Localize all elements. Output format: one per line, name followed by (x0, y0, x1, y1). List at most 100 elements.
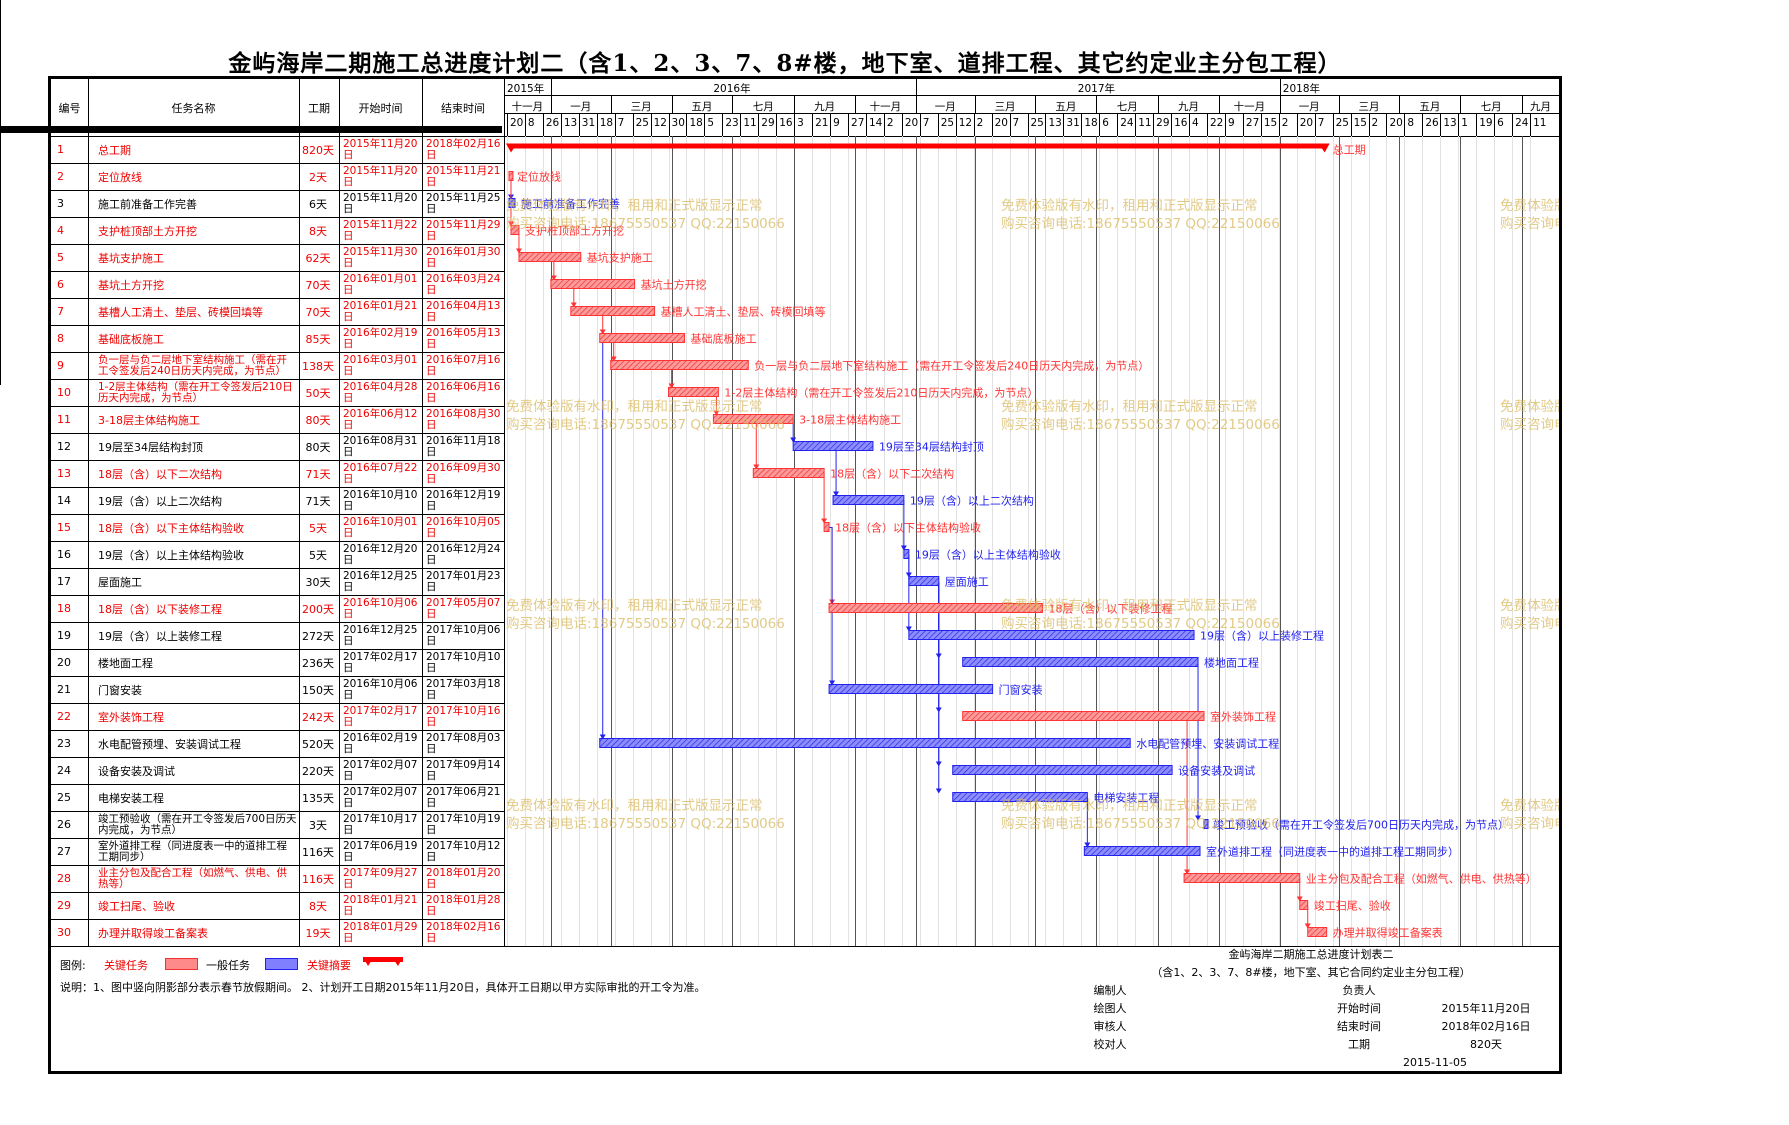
task-id: 26 (57, 818, 71, 831)
day-label: 3 (797, 117, 804, 129)
task-start: 2016年10月06日 (343, 596, 418, 620)
task-id: 29 (57, 899, 71, 912)
task-id: 6 (57, 278, 64, 291)
task-start: 2016年06月12日 (343, 407, 418, 431)
task-name: 屋面施工 (98, 575, 142, 589)
day-label: 23 (725, 117, 739, 129)
watermark-line2: 购买咨询电话:18675550537 QQ:22150066 (506, 417, 785, 433)
day-label: 15 (1263, 117, 1278, 129)
month-label: 三月 (630, 101, 652, 113)
task-id: 12 (57, 440, 71, 453)
day-label: 9 (1227, 117, 1235, 129)
watermark-line1: 免费体验版有水印，租用和正式版显示正常 (1500, 399, 1559, 415)
task-dur: 70天 (305, 305, 331, 319)
year-label: 2015年 (507, 83, 545, 95)
task-id: 23 (57, 737, 71, 750)
legend-summary-swatch (363, 957, 403, 966)
task-dur: 85天 (305, 332, 331, 346)
task-dur: 2天 (309, 170, 327, 184)
watermark: 免费体验版有水印，租用和正式版显示正常购买咨询电话:18675550537 QQ… (1001, 797, 1280, 833)
task-end: 2016年05月13日 (426, 326, 501, 350)
day-label: 24 (1120, 117, 1134, 129)
watermark-line1: 免费体验版有水印，租用和正式版显示正常 (1500, 798, 1559, 814)
day-label: 20 (904, 117, 919, 129)
month-label: 七月 (1480, 101, 1502, 113)
title-block: 金屿海岸二期施工总进度计划表二 （含1、2、3、7、8#楼，地下室、其它合同约定… (0, 0, 1789, 1069)
tb-subtitle: （含1、2、3、7、8#楼，地下室、其它合同约定业主分包工程） (1151, 966, 1471, 979)
watermark: 免费体验版有水印，租用和正式版显示正常购买咨询电话:18675550537 QQ… (506, 597, 785, 633)
task-dur: 62天 (305, 251, 331, 265)
task-dur: 116天 (302, 872, 334, 886)
task-id: 5 (57, 251, 64, 264)
task-dur: 80天 (305, 413, 331, 427)
day-label: 26 (1425, 117, 1439, 129)
task-id: 15 (57, 521, 71, 534)
task-dur: 8天 (309, 899, 327, 913)
task-start: 2016年08月31日 (343, 434, 418, 458)
watermark: 免费体验版有水印，租用和正式版显示正常购买咨询电话:18675550537 QQ… (506, 797, 785, 833)
task-dur: 71天 (305, 467, 331, 481)
task-id: 16 (57, 548, 71, 561)
day-label: 5 (707, 117, 715, 129)
watermark-line1: 免费体验版有水印，租用和正式版显示正常 (1001, 598, 1258, 614)
month-label: 七月 (1116, 101, 1138, 113)
day-label: 27 (851, 117, 865, 129)
watermark-line1: 免费体验版有水印，租用和正式版显示正常 (1500, 598, 1559, 614)
task-name: 18层（含）以下二次结构 (98, 467, 222, 481)
day-label: 16 (779, 117, 793, 129)
day-label: 29 (761, 117, 775, 129)
month-label: 九月 (1530, 101, 1552, 113)
day-label: 8 (527, 117, 535, 129)
day-label: 4 (1192, 117, 1199, 129)
task-name: 19层至34层结构封顶 (98, 440, 203, 454)
day-label: 25 (940, 117, 955, 129)
day-label: 7 (1317, 117, 1325, 129)
task-dur: 50天 (305, 386, 331, 400)
task-name: 竣工扫尾、验收 (98, 899, 175, 913)
watermark: 免费体验版有水印，租用和正式版显示正常购买咨询电话:18675550537 QQ… (506, 197, 785, 233)
task-start: 2015年11月20日 (343, 191, 418, 215)
legend-normal-label: 一般任务 (206, 959, 250, 972)
watermark: 免费体验版有水印，租用和正式版显示正常购买咨询电话:18675550537 QQ… (1001, 597, 1280, 633)
header-name: 任务名称 (171, 102, 216, 115)
task-name: 19层（含）以上主体结构验收 (98, 548, 244, 562)
watermark-line2: 购买咨询电话:18675550537 QQ:22150066 (1001, 216, 1280, 232)
task-id: 3 (57, 197, 64, 210)
task-dur: 80天 (305, 440, 331, 454)
month-label: 三月 (1358, 101, 1380, 113)
task-name: 基槽人工清土、垫层、砖模回填等 (98, 305, 263, 319)
task-name: 18层（含）以下装修工程 (98, 602, 222, 616)
task-end: 2017年01月23日 (426, 569, 501, 593)
day-label: 27 (1245, 117, 1260, 129)
legend-critical-swatch (165, 958, 198, 970)
header-id: 编号 (58, 102, 81, 115)
day-label: 1 (1461, 117, 1468, 129)
task-end: 2016年12月24日 (426, 542, 501, 566)
task-start: 2016年10月01日 (343, 515, 418, 539)
month-label: 五月 (1419, 101, 1441, 113)
tb-reviewed-by: 审核人 (1093, 1020, 1127, 1033)
task-id: 21 (57, 683, 71, 696)
day-label: 20 (1299, 117, 1314, 129)
year-label: 2016年 (713, 83, 751, 95)
day-label: 26 (545, 117, 560, 129)
day-label: 29 (1156, 117, 1170, 129)
task-start: 2018年01月21日 (343, 893, 418, 917)
watermark-line1: 免费体验版有水印，租用和正式版显示正常 (1001, 198, 1258, 214)
watermark-line2: 购买咨询电话:18675550537 QQ:22150066 (506, 616, 785, 632)
header-end: 结束时间 (441, 102, 485, 115)
task-start: 2017年02月17日 (343, 650, 418, 674)
header-duration: 工期 (308, 102, 330, 115)
legend-critical-label: 关键任务 (104, 959, 148, 972)
day-label: 2 (976, 117, 984, 129)
task-start: 2017年02月07日 (343, 758, 418, 782)
tb-drawn-by: 绘图人 (1093, 1002, 1127, 1015)
task-dur: 6天 (309, 197, 327, 211)
task-name: 总工期 (98, 143, 131, 157)
day-label: 11 (743, 117, 757, 129)
task-id: 4 (57, 224, 64, 237)
task-dur: 138天 (302, 359, 334, 373)
task-start: 2016年07月22日 (343, 461, 418, 485)
